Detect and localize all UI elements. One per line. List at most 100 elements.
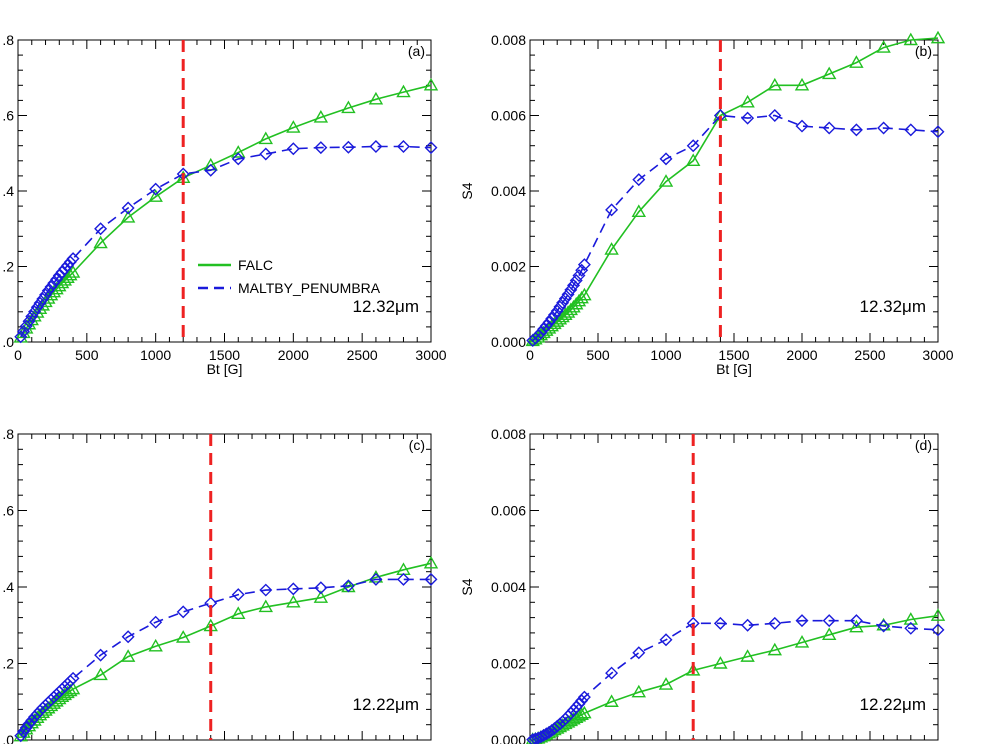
data-point-diamond xyxy=(149,182,163,196)
data-point-triangle xyxy=(231,145,246,158)
data-point-diamond xyxy=(17,324,30,338)
data-point-diamond xyxy=(741,111,755,125)
data-point-triangle xyxy=(52,691,67,705)
series-maltby-penumbra xyxy=(14,572,438,743)
data-point-diamond xyxy=(14,330,28,344)
data-point-diamond xyxy=(94,222,108,236)
data-point-diamond xyxy=(547,308,561,322)
data-point-triangle xyxy=(849,619,864,633)
panel-label: (a) xyxy=(408,43,425,59)
y-tick-label: .8 xyxy=(2,426,14,442)
data-point-triangle xyxy=(685,662,701,676)
data-point-triangle xyxy=(286,594,301,608)
x-tick-label: 500 xyxy=(75,347,99,363)
data-point-diamond xyxy=(22,314,36,328)
data-point-triangle xyxy=(120,649,136,662)
x-tick-label: 1000 xyxy=(650,347,681,363)
data-point-triangle xyxy=(577,705,592,719)
data-point-diamond xyxy=(575,694,589,708)
y-tick-label: 0.006 xyxy=(491,108,526,124)
panel-a: 0 500 1000 1500 2000 2500 3000 Bt [G] .0 .2 .4 .6 .8… xyxy=(2,32,446,377)
panel-c: .0 .2 .4 .6 .8 (c) 12.22μm xyxy=(2,426,439,744)
data-point-triangle xyxy=(544,318,559,332)
data-point-diamond xyxy=(424,572,438,586)
data-point-diamond xyxy=(66,671,80,685)
data-point-diamond xyxy=(286,142,300,156)
series-line xyxy=(532,614,939,741)
data-point-triangle xyxy=(658,174,674,187)
y-axis-label: S4 xyxy=(459,182,475,199)
data-point-triangle xyxy=(566,299,581,313)
y-tick-label: 0.004 xyxy=(491,183,526,199)
data-point-diamond xyxy=(534,326,548,340)
data-point-diamond xyxy=(25,714,39,727)
data-point-triangle xyxy=(794,77,810,91)
y-axis-label: S4 xyxy=(459,578,475,595)
data-point-triangle xyxy=(258,599,274,613)
data-point-diamond xyxy=(231,152,245,166)
x-tick-label: 3000 xyxy=(922,347,953,363)
data-point-diamond xyxy=(259,147,273,161)
panel-label: (c) xyxy=(409,437,425,453)
data-point-diamond xyxy=(556,296,570,310)
data-point-diamond xyxy=(553,300,567,314)
data-point-triangle xyxy=(876,40,891,53)
data-point-triangle xyxy=(569,296,584,310)
data-point-triangle xyxy=(93,667,108,681)
data-point-triangle xyxy=(571,293,587,307)
data-point-triangle xyxy=(631,684,647,698)
data-point-diamond xyxy=(286,582,300,596)
x-tick-label: 2500 xyxy=(854,347,885,363)
x-tick-label: 0 xyxy=(14,347,22,363)
data-point-diamond xyxy=(50,272,64,286)
data-point-diamond xyxy=(741,618,755,632)
data-point-diamond xyxy=(424,141,438,155)
data-point-triangle xyxy=(821,627,837,641)
data-point-diamond xyxy=(567,278,581,292)
legend: FALC MALTBY_PENUMBRA xyxy=(198,257,381,296)
data-point-diamond xyxy=(550,304,564,318)
x-tick-label: 1500 xyxy=(209,347,240,363)
data-point-triangle xyxy=(148,638,163,652)
data-point-triangle xyxy=(903,612,919,625)
data-point-diamond xyxy=(795,614,809,628)
y-tick-label: 0.004 xyxy=(491,579,526,595)
data-point-triangle xyxy=(713,656,728,669)
data-point-diamond xyxy=(149,615,163,629)
data-point-triangle xyxy=(41,291,56,304)
x-axis-label: Bt [G] xyxy=(207,361,243,377)
data-point-diamond xyxy=(52,269,66,283)
x-tick-label: 2000 xyxy=(278,347,309,363)
data-point-triangle xyxy=(93,235,108,249)
data-point-diamond xyxy=(849,614,863,628)
panel-d: 0.000 0.002 0.004 0.006 0.008 S4 (d) 12.22μm xyxy=(459,426,946,744)
wavelength-label: 12.32μm xyxy=(353,297,420,316)
data-point-diamond xyxy=(25,309,39,323)
data-point-diamond xyxy=(396,572,410,586)
data-point-diamond xyxy=(605,203,619,217)
data-point-diamond xyxy=(19,721,33,735)
data-point-diamond xyxy=(341,579,355,593)
y-tick-label: .2 xyxy=(2,259,14,275)
data-point-diamond xyxy=(41,284,55,298)
data-point-diamond xyxy=(572,269,586,283)
y-tick-label: .2 xyxy=(2,656,14,672)
data-point-diamond xyxy=(61,258,75,272)
data-point-diamond xyxy=(849,123,863,137)
data-point-triangle xyxy=(396,84,411,98)
data-point-diamond xyxy=(39,288,53,302)
data-point-triangle xyxy=(767,77,783,91)
data-point-diamond xyxy=(632,646,646,660)
data-point-triangle xyxy=(574,290,589,304)
data-point-diamond xyxy=(539,727,553,741)
data-point-diamond xyxy=(931,623,945,637)
data-point-diamond xyxy=(768,616,782,630)
y-tick-label: 0.002 xyxy=(491,656,526,672)
y-tick-label: 0.000 xyxy=(491,732,526,744)
data-point-diamond xyxy=(44,280,58,294)
x-tick-label: 3000 xyxy=(415,347,446,363)
series-line xyxy=(532,37,939,342)
data-point-diamond xyxy=(58,262,72,276)
data-point-triangle xyxy=(63,267,78,281)
